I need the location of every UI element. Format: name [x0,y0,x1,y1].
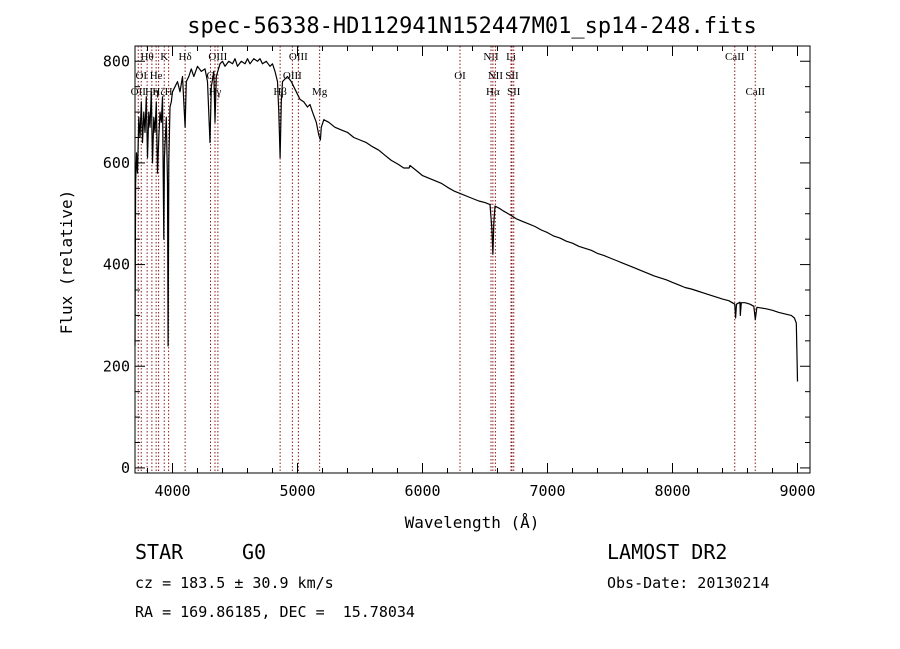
line-label-22: SII [507,86,521,98]
line-label-13: OIII [283,70,302,82]
x-tick-label: 9000 [779,482,815,500]
plot-frame [134,45,811,474]
coordinates-readout: RA = 169.86185, DEC = 15.78034 [135,603,415,621]
line-label-24: CaII [745,86,765,98]
line-label-7: H [165,86,173,98]
line-label-19: NII [488,70,504,82]
line-label-4: He [150,70,163,82]
line-label-3: Hη [145,86,159,98]
spectral-line-markers: OIIOIHθHηHeHζKHHδGHγOIIIHβOIIIOIIIMgOINI… [131,46,765,473]
y-tick-label: 600 [103,154,130,172]
line-label-20: Li [506,51,516,63]
line-label-1: OI [135,70,147,82]
line-label-6: K [160,51,168,63]
y-tick-label: 400 [103,256,130,274]
x-tick-label: 6000 [404,482,440,500]
line-label-21: SII [505,70,519,82]
x-tick-label: 5000 [279,482,315,500]
x-tick-label: 4000 [154,482,190,500]
x-axis-label: Wavelength (Å) [405,513,540,532]
y-axis: 0 200 400 600 800 [103,52,810,477]
spectral-subclass: G0 [242,540,267,564]
y-tick-label: 800 [103,52,130,70]
flux-series-line [134,58,799,382]
line-label-8: Hδ [179,51,192,63]
line-label-16: OI [454,70,466,82]
line-label-15: Mg [312,86,328,98]
line-label-23: CaII [725,51,745,63]
line-label-0: OII [131,86,147,98]
line-label-5: Hζ [152,86,165,98]
chart-title: spec-56338-HD112941N152447M01_sp14-248.f… [187,14,757,39]
redshift-readout: cz = 183.5 ± 30.9 km/s [135,574,334,592]
y-tick-label: 200 [103,357,130,375]
line-label-9: G [207,70,215,82]
line-label-17: NII [483,51,499,63]
x-axis: 4000 5000 6000 7000 8000 9000 [147,46,816,500]
line-label-12: Hβ [273,86,287,98]
y-tick-label: 0 [121,459,130,477]
x-tick-label: 8000 [654,482,690,500]
survey-name: LAMOST DR2 [607,540,728,564]
x-tick-label: 7000 [529,482,565,500]
observation-date: Obs-Date: 20130214 [607,574,770,592]
y-axis-label: Flux (relative) [57,190,76,335]
line-label-11: OIII [208,51,227,63]
line-label-14: OIII [289,51,308,63]
object-type: STAR [135,540,184,564]
line-label-2: Hθ [141,51,154,63]
line-label-18: Hα [486,86,500,98]
